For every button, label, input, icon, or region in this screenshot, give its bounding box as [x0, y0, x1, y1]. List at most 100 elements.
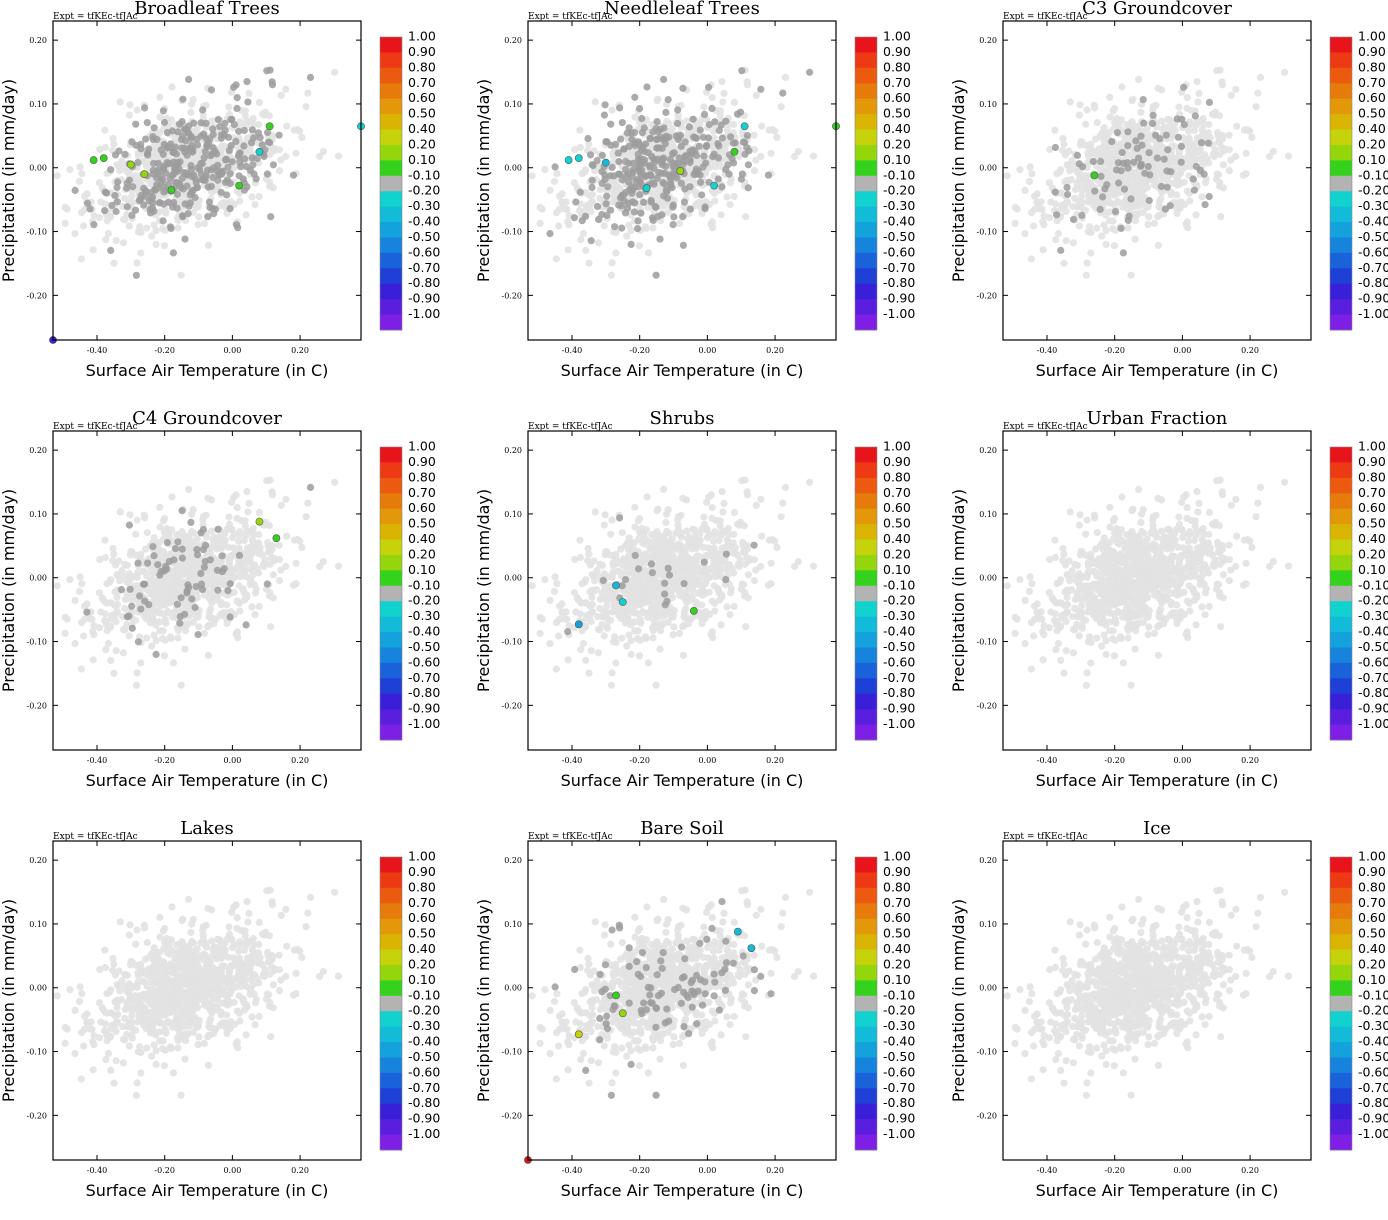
background-point [110, 260, 117, 267]
neutral-point [670, 202, 677, 209]
neutral-point [137, 606, 144, 613]
neutral-point [616, 104, 623, 111]
background-point [1254, 90, 1261, 97]
neutral-point [187, 162, 194, 169]
neutral-point [1132, 137, 1139, 144]
neutral-point [132, 121, 139, 128]
neutral-point [160, 151, 167, 158]
background-point [160, 627, 167, 634]
background-point [645, 581, 652, 588]
neutral-point [113, 208, 120, 215]
background-point [631, 524, 638, 531]
background-point [773, 544, 780, 551]
background-point [1198, 193, 1205, 200]
colorbar-swatch [380, 524, 402, 540]
neutral-point [164, 143, 171, 150]
background-point [278, 502, 285, 509]
y-tick-label: -0.10 [501, 228, 522, 237]
background-point [170, 581, 177, 588]
colorbar-swatch [1330, 253, 1352, 269]
background-point [556, 603, 563, 610]
neutral-point [192, 176, 199, 183]
neutral-point [153, 651, 160, 658]
background-point [718, 211, 725, 218]
neutral-point [241, 127, 248, 134]
background-point [277, 567, 284, 574]
background-point [708, 491, 715, 498]
background-point [1154, 85, 1161, 92]
background-point [731, 603, 738, 610]
background-point [277, 157, 284, 164]
background-point [91, 212, 98, 219]
background-point [117, 508, 124, 515]
neutral-point [221, 565, 228, 572]
neutral-point [1053, 211, 1060, 218]
neutral-point [107, 166, 114, 173]
highlight-point [236, 182, 243, 189]
background-point [113, 237, 120, 244]
neutral-point [577, 189, 584, 196]
background-point [202, 512, 209, 519]
background-point [195, 221, 202, 228]
background-point [137, 659, 144, 666]
background-point [77, 163, 84, 170]
colorbar-swatch [380, 52, 402, 68]
colorbar-label: 0.70 [408, 75, 436, 90]
background-point [562, 615, 569, 622]
neutral-point [124, 203, 131, 210]
background-point [791, 153, 798, 160]
background-point [1110, 107, 1117, 114]
neutral-point [1167, 168, 1174, 175]
background-point [537, 614, 544, 621]
neutral-point [1140, 120, 1147, 127]
neutral-point [181, 236, 188, 243]
background-point [1151, 220, 1158, 227]
background-point [178, 682, 185, 689]
y-tick-label: -0.10 [26, 638, 47, 647]
background-point [773, 134, 780, 141]
neutral-point [1120, 249, 1127, 256]
neutral-point [1114, 129, 1121, 136]
background-point [702, 615, 709, 622]
background-point [1059, 147, 1066, 154]
neutral-point [264, 170, 271, 177]
background-point [256, 99, 263, 106]
neutral-point [1119, 149, 1126, 156]
background-point [654, 507, 661, 514]
neutral-point [179, 118, 186, 125]
neutral-point [637, 210, 644, 217]
colorbar-swatch [1330, 315, 1352, 331]
neutral-point [640, 199, 647, 206]
neutral-point [697, 171, 704, 178]
background-point [663, 558, 670, 565]
colorbar-label: 0.90 [883, 44, 911, 59]
neutral-point [1201, 171, 1208, 178]
y-tick-label: 0.10 [29, 100, 47, 109]
background-point [553, 665, 560, 672]
colorbar-swatch [855, 52, 877, 68]
background-point [635, 627, 642, 634]
neutral-point [579, 217, 586, 224]
background-point [180, 569, 187, 576]
neutral-point [1097, 206, 1104, 213]
neutral-point [1090, 158, 1097, 165]
neutral-point [209, 205, 216, 212]
background-point [1085, 228, 1092, 235]
background-point [150, 222, 157, 229]
neutral-point [602, 101, 609, 108]
highlight-point [565, 156, 572, 163]
background-point [1098, 233, 1105, 240]
neutral-point [1145, 163, 1152, 170]
colorbar-label: -0.80 [408, 685, 440, 700]
neutral-point [240, 142, 247, 149]
neutral-point [1052, 144, 1059, 151]
neutral-point [111, 192, 118, 199]
background-point [234, 504, 241, 511]
background-point [240, 587, 247, 594]
background-point [563, 198, 570, 205]
colorbar-swatch [1330, 237, 1352, 253]
background-point [246, 147, 253, 154]
neutral-point [571, 214, 578, 221]
